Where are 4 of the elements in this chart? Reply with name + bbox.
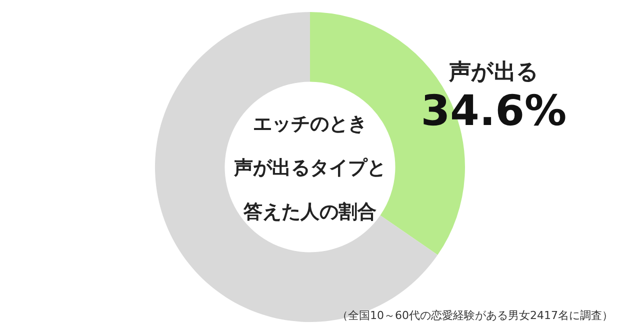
text: （全国10～60代の恋愛経験がある男女2417名に調査） xyxy=(337,309,613,322)
data-label: 34.6% xyxy=(420,86,567,135)
text: エッチのとき声が出るタイプと答えた人の割合 xyxy=(233,113,386,223)
slice-label: 声が出る xyxy=(448,60,539,85)
